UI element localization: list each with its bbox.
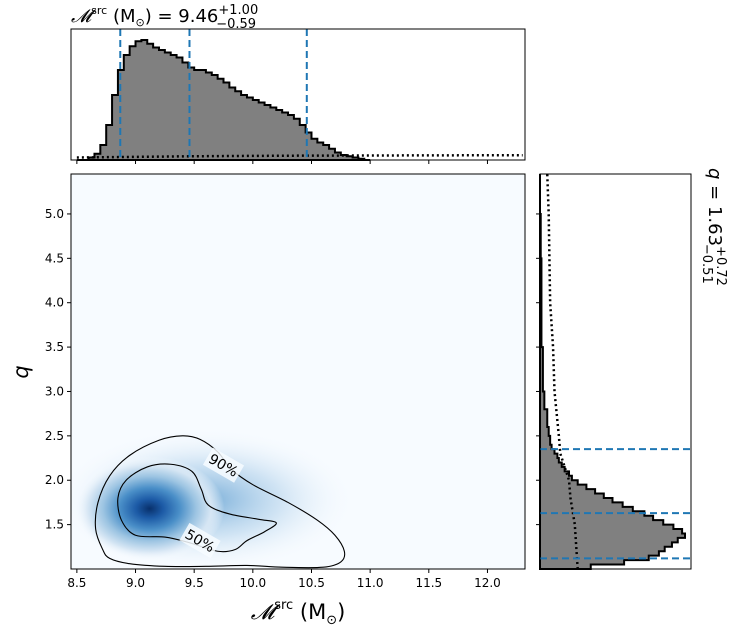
- mc-marginal-panel: 𝓜src (M⊙) = 9.46+1.00 −0.59: [70, 3, 526, 164]
- mc-panel-frame: [70, 28, 526, 161]
- x-tick-label-0: 8.5: [67, 576, 86, 590]
- joint-panel: 90%50% 8.5 9.0 9.5 10.0 10.5 11.0 11.5 12.0 1.5…: [9, 173, 526, 628]
- q-title-minus: −0.51: [699, 244, 714, 284]
- q-histogram: [539, 174, 686, 570]
- x-tick-label-7: 12.0: [474, 576, 501, 590]
- y-tick-label-4: 3.5: [45, 340, 64, 354]
- mc-title-median: 9.46: [178, 6, 218, 27]
- x-label-unit: (M: [293, 600, 326, 624]
- y-tick-label-2: 2.5: [45, 429, 64, 443]
- y-tick-label-0: 1.5: [45, 518, 64, 532]
- x-label-sup: src: [274, 598, 293, 613]
- q-panel-frame: [539, 173, 692, 570]
- mc-panel-title: 𝓜src (M⊙) = 9.46+1.00 −0.59: [71, 3, 258, 32]
- mc-title-sun: ⊙: [136, 16, 145, 29]
- x-label-sun: ⊙: [326, 613, 337, 628]
- mc-title-sup: src: [91, 4, 107, 17]
- q-marginal-panel: q = 1.63+0.72−0.51: [536, 168, 728, 570]
- mc-prior-curve: [76, 154, 523, 159]
- y-tick-label-6: 4.5: [45, 251, 64, 265]
- mc-title-close: ) =: [145, 6, 179, 27]
- y-axis-label: q: [9, 365, 33, 378]
- x-label-close: ): [337, 600, 345, 624]
- x-tick-label-5: 11.0: [357, 576, 384, 590]
- q-panel-title: q = 1.63+0.72−0.51: [699, 168, 728, 286]
- mc-title-minus: −0.59: [216, 17, 256, 32]
- mc-histogram: [76, 39, 371, 161]
- x-tick-label-3: 10.0: [239, 576, 266, 590]
- contour-90-line: [94, 435, 346, 569]
- y-tick-label-1: 2.0: [45, 473, 64, 487]
- x-axis-label: 𝓜src (M⊙): [251, 598, 346, 628]
- x-tick-label-6: 11.5: [415, 576, 442, 590]
- mc-title-unit: (M: [107, 6, 135, 27]
- q-title-plus: +0.72: [713, 246, 728, 286]
- q-title-median: = 1.63: [704, 179, 725, 246]
- mc-title-plus: +1.00: [218, 3, 258, 18]
- contour-label-bg-1: [179, 522, 221, 559]
- mc-title-symbol: 𝓜: [71, 6, 97, 27]
- x-tick-label-1: 9.0: [126, 576, 145, 590]
- y-tick-label-5: 4.0: [45, 296, 64, 310]
- x-tick-label-4: 10.5: [298, 576, 325, 590]
- joint-frame: [70, 173, 526, 570]
- q-prior-curve: [546, 173, 579, 570]
- y-tick-label-7: 5.0: [45, 207, 64, 221]
- q-title-symbol: q: [704, 168, 725, 179]
- contour-label-bg-0: [202, 447, 245, 483]
- y-tick-label-3: 3.0: [45, 384, 64, 398]
- x-tick-label-2: 9.5: [185, 576, 204, 590]
